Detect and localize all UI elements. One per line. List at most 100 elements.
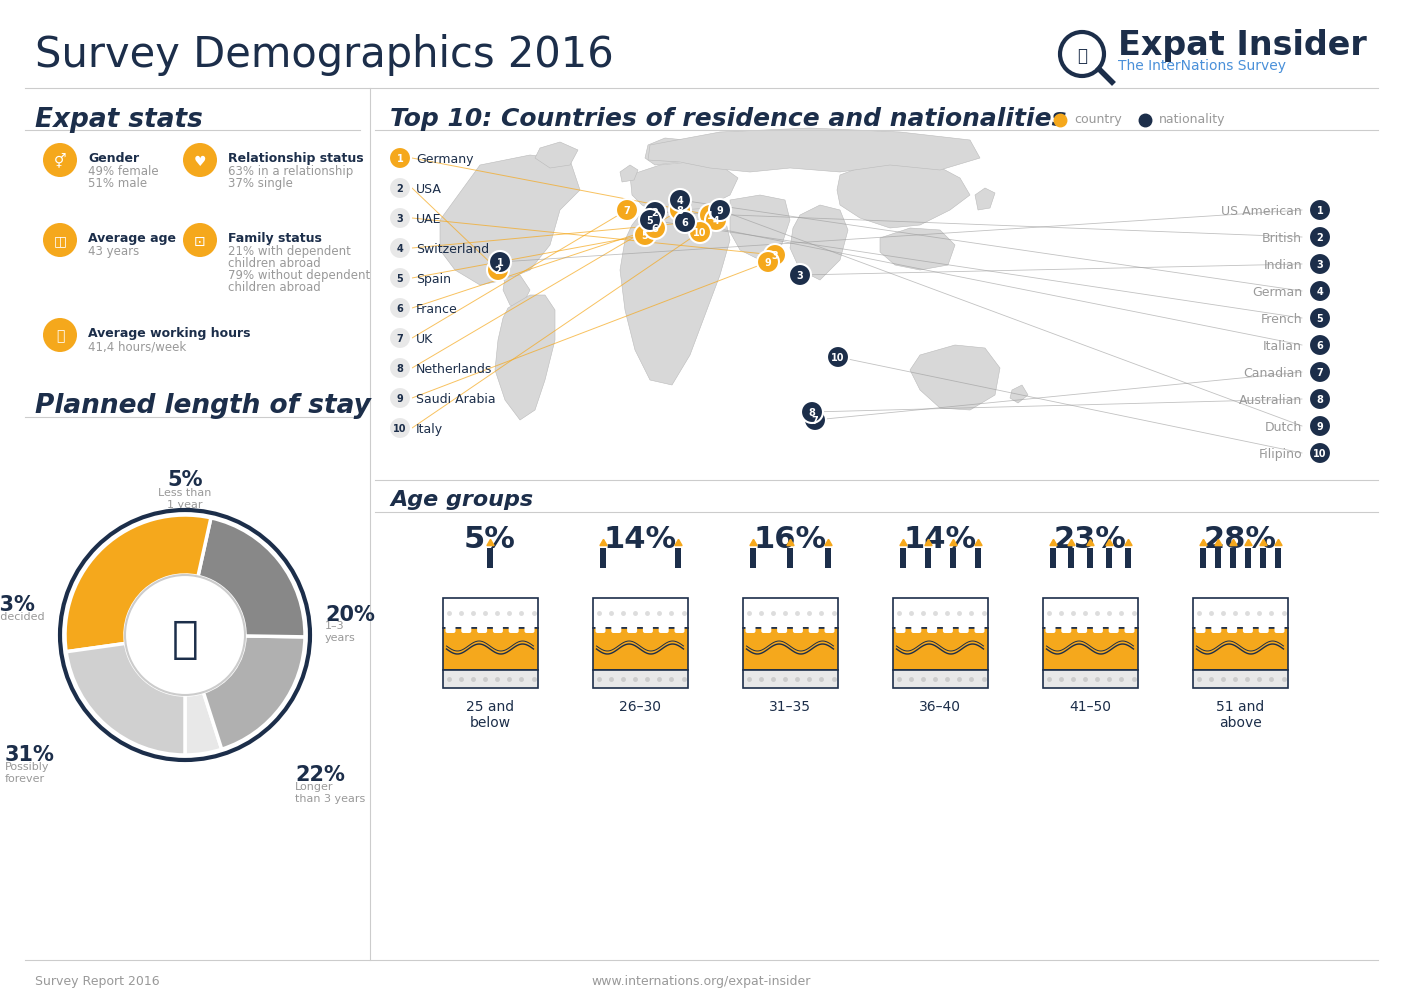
Polygon shape: [880, 228, 955, 270]
FancyBboxPatch shape: [1195, 621, 1205, 633]
FancyBboxPatch shape: [1049, 548, 1055, 568]
Text: Italian: Italian: [1263, 340, 1302, 353]
Text: 21% with dependent: 21% with dependent: [229, 245, 351, 258]
Text: 9: 9: [717, 206, 724, 216]
Text: ♥: ♥: [194, 155, 206, 169]
Text: Expat stats: Expat stats: [35, 107, 203, 133]
Text: 7: 7: [397, 334, 404, 344]
Polygon shape: [495, 295, 556, 420]
Circle shape: [765, 244, 786, 266]
FancyBboxPatch shape: [950, 548, 955, 568]
Text: ⚥: ⚥: [53, 154, 66, 169]
FancyBboxPatch shape: [525, 621, 535, 633]
FancyBboxPatch shape: [1215, 548, 1221, 568]
Text: 10: 10: [831, 353, 845, 363]
Text: Age groups: Age groups: [390, 490, 533, 510]
Text: 🕊: 🕊: [1078, 47, 1087, 65]
Text: 8: 8: [808, 408, 815, 418]
FancyBboxPatch shape: [742, 598, 838, 628]
Text: UK: UK: [417, 333, 434, 346]
FancyBboxPatch shape: [599, 548, 606, 568]
Polygon shape: [911, 345, 1000, 410]
Text: 7: 7: [811, 416, 818, 426]
Text: 2: 2: [651, 208, 658, 218]
Text: 6: 6: [682, 218, 689, 228]
Text: 2: 2: [397, 184, 404, 194]
Circle shape: [826, 346, 849, 368]
Text: Average working hours: Average working hours: [88, 327, 251, 340]
Text: Survey Demographics 2016: Survey Demographics 2016: [35, 34, 613, 76]
Text: 8: 8: [1316, 395, 1323, 405]
Circle shape: [182, 143, 217, 177]
FancyBboxPatch shape: [825, 621, 835, 633]
Text: 5: 5: [647, 216, 654, 226]
FancyBboxPatch shape: [592, 598, 687, 628]
Text: Switzerland: Switzerland: [417, 243, 490, 256]
Circle shape: [1309, 442, 1331, 464]
Text: 5: 5: [1316, 314, 1323, 324]
FancyBboxPatch shape: [1193, 670, 1288, 688]
Text: Australian: Australian: [1239, 394, 1302, 407]
Wedge shape: [203, 636, 304, 749]
FancyBboxPatch shape: [1229, 548, 1236, 568]
Text: 9: 9: [765, 258, 772, 268]
Text: 4: 4: [713, 216, 720, 226]
Text: 16%: 16%: [753, 525, 826, 554]
FancyBboxPatch shape: [1211, 621, 1221, 633]
FancyBboxPatch shape: [1274, 548, 1281, 568]
Circle shape: [487, 259, 509, 281]
Text: country: country: [1075, 113, 1122, 127]
Circle shape: [1309, 280, 1331, 302]
Circle shape: [1309, 415, 1331, 437]
Circle shape: [389, 237, 411, 259]
Text: 63% in a relationship: 63% in a relationship: [229, 165, 354, 178]
Text: German: German: [1251, 286, 1302, 299]
Text: Italy: Italy: [417, 423, 443, 436]
FancyBboxPatch shape: [509, 621, 519, 633]
Text: 6: 6: [1316, 341, 1323, 351]
FancyBboxPatch shape: [1244, 548, 1250, 568]
FancyBboxPatch shape: [1260, 548, 1266, 568]
Circle shape: [1309, 199, 1331, 221]
Text: 25 and
below: 25 and below: [466, 700, 513, 730]
Text: 23%: 23%: [0, 595, 35, 615]
Text: Canadian: Canadian: [1243, 367, 1302, 380]
Text: 1: 1: [397, 154, 404, 164]
FancyBboxPatch shape: [643, 621, 652, 633]
Text: 4: 4: [676, 196, 683, 206]
FancyBboxPatch shape: [1108, 621, 1118, 633]
FancyBboxPatch shape: [912, 621, 922, 633]
FancyBboxPatch shape: [1061, 621, 1072, 633]
FancyBboxPatch shape: [675, 548, 680, 568]
FancyBboxPatch shape: [808, 621, 819, 633]
FancyBboxPatch shape: [442, 628, 537, 670]
Text: 3: 3: [772, 251, 779, 261]
Text: 10: 10: [393, 424, 407, 434]
Polygon shape: [730, 195, 790, 260]
Text: 79% without dependent: 79% without dependent: [229, 269, 370, 282]
FancyBboxPatch shape: [477, 621, 487, 633]
Circle shape: [644, 217, 666, 239]
FancyBboxPatch shape: [592, 628, 687, 670]
Text: www.internations.org/expat-insider: www.internations.org/expat-insider: [591, 975, 811, 988]
Wedge shape: [65, 515, 210, 652]
Circle shape: [1309, 226, 1331, 248]
Text: Top 10: Countries of residence and nationalities: Top 10: Countries of residence and natio…: [390, 107, 1066, 131]
Text: 43 years: 43 years: [88, 245, 139, 258]
Circle shape: [389, 357, 411, 379]
Circle shape: [389, 297, 411, 319]
Text: French: French: [1260, 313, 1302, 326]
Text: 26–30: 26–30: [619, 700, 661, 714]
Circle shape: [616, 199, 638, 221]
Text: ⊡: ⊡: [194, 234, 206, 249]
Text: 7: 7: [623, 206, 630, 216]
Text: 36–40: 36–40: [919, 700, 961, 714]
FancyBboxPatch shape: [675, 621, 685, 633]
Text: children abroad: children abroad: [229, 281, 321, 294]
FancyBboxPatch shape: [1106, 548, 1111, 568]
Text: 6: 6: [651, 224, 658, 234]
FancyBboxPatch shape: [442, 670, 537, 688]
FancyBboxPatch shape: [1042, 628, 1138, 670]
Text: 6: 6: [397, 304, 404, 314]
FancyBboxPatch shape: [1068, 548, 1075, 568]
